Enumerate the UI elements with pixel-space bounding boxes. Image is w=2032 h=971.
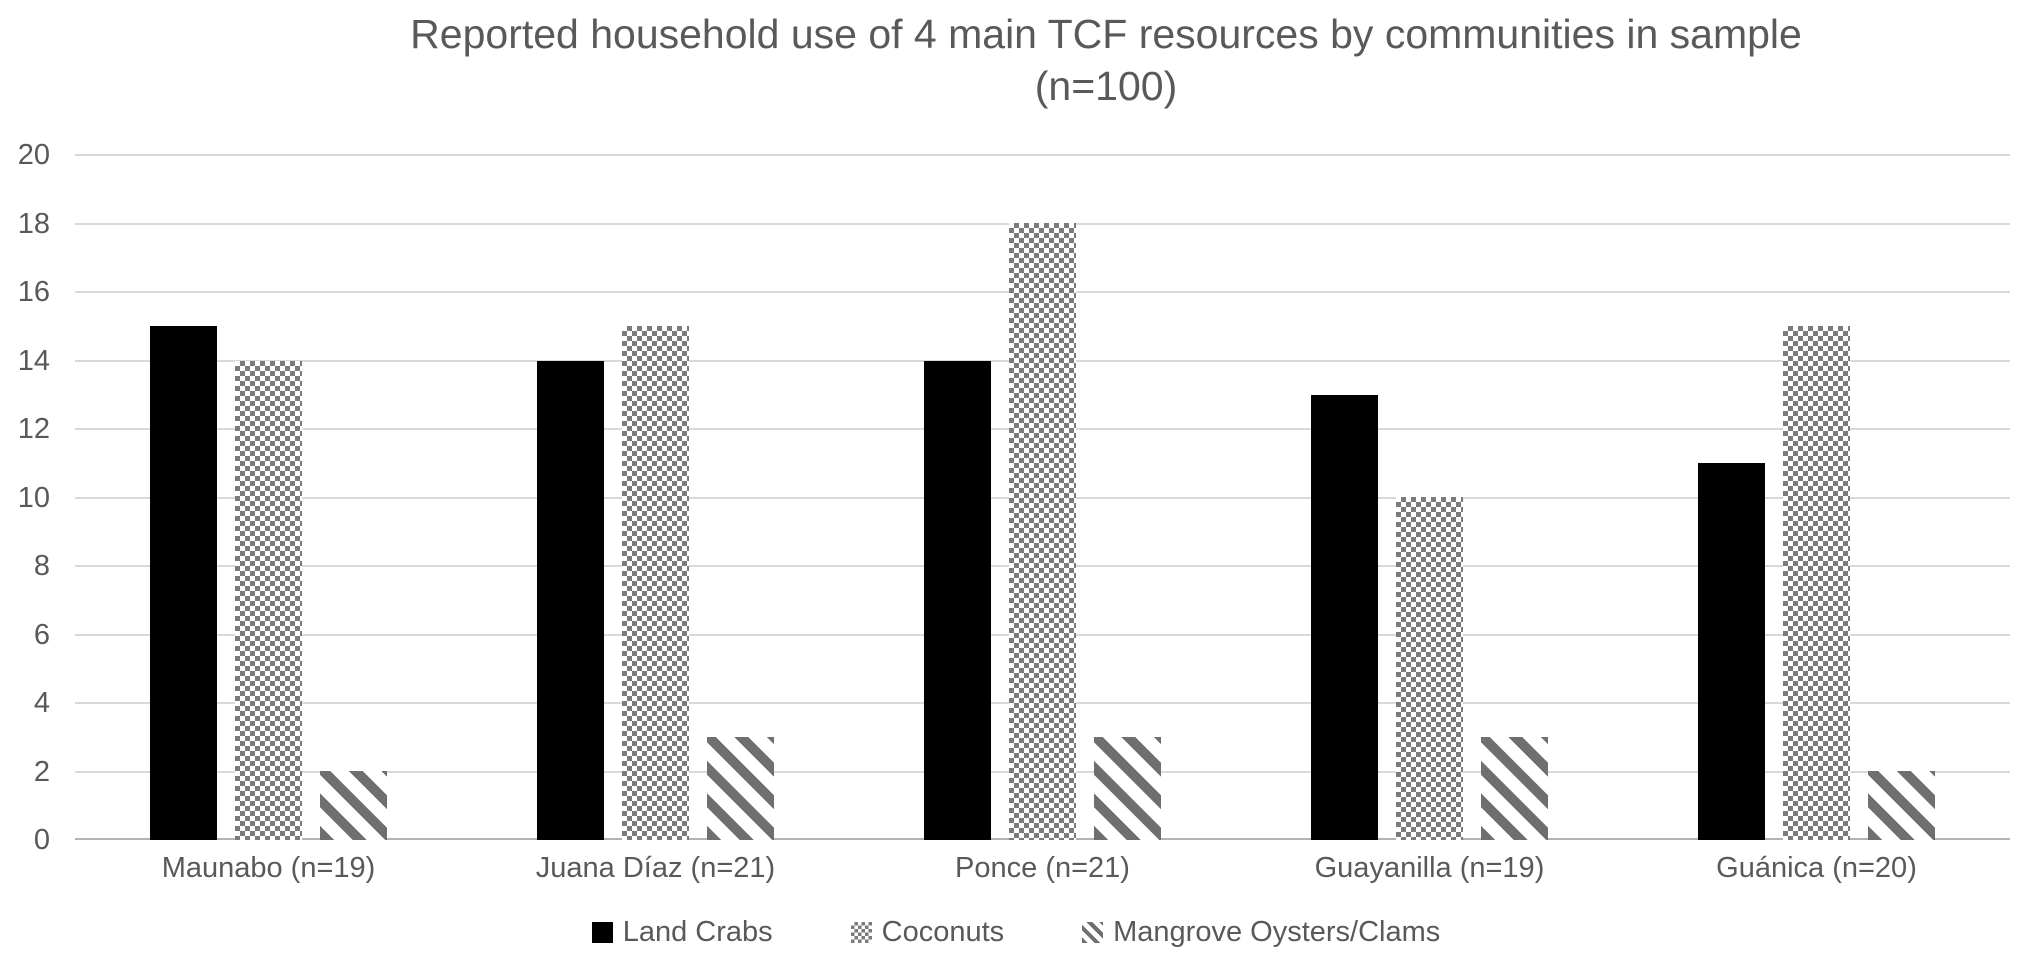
bar-coconuts-guayanilla-n-19 xyxy=(1396,497,1463,840)
plot-area xyxy=(75,154,2010,840)
bar-group-ponce-n-21 xyxy=(849,155,1236,840)
bar-groups xyxy=(75,155,2010,840)
chart-title-line2: (n=100) xyxy=(1034,63,1178,110)
legend-item-land-crabs: Land Crabs xyxy=(591,916,773,949)
y-tick-label-18: 18 xyxy=(17,207,50,240)
legend-swatch-coconuts-icon xyxy=(850,922,872,943)
legend-item-coconuts: Coconuts xyxy=(850,916,1005,949)
legend-label-land-crabs: Land Crabs xyxy=(622,916,773,948)
y-tick-label-16: 16 xyxy=(17,276,50,308)
bar-group-juana-d-az-n-21 xyxy=(462,155,849,840)
bar-mangrove-oysters-clams-maunabo-n-19 xyxy=(320,771,387,840)
y-tick-label-12: 12 xyxy=(17,413,50,445)
bar-group-maunabo-n-19 xyxy=(75,155,462,840)
y-tick-label-6: 6 xyxy=(33,618,50,651)
x-category-label-maunabo-n-19: Maunabo (n=19) xyxy=(161,852,376,884)
chart-title: Reported household use of 4 main TCF res… xyxy=(0,8,2032,113)
y-tick-label-10: 10 xyxy=(17,481,50,514)
bar-land-crabs-guayanilla-n-19 xyxy=(1311,395,1378,840)
bar-coconuts-maunabo-n-19 xyxy=(235,361,302,840)
y-axis-tick-labels: 0 2 4 6 8 10 12 14 16 18 20 xyxy=(0,139,50,856)
bar-mangrove-oysters-clams-guayanilla-n-19 xyxy=(1481,737,1548,840)
bar-mangrove-oysters-clams-gu-nica-n-20 xyxy=(1868,771,1935,840)
legend-swatch-land-crabs-icon xyxy=(591,922,613,943)
legend: Land Crabs Coconuts Mangrove Oysters/Clams xyxy=(0,916,2032,949)
y-tick-label-4: 4 xyxy=(33,687,50,719)
bar-coconuts-gu-nica-n-20 xyxy=(1783,326,1850,840)
bar-land-crabs-maunabo-n-19 xyxy=(150,326,217,840)
x-category-label-gu-nica-n-20: Guánica (n=20) xyxy=(1716,852,1917,884)
legend-label-mangrove-oysters-clams: Mangrove Oysters/Clams xyxy=(1113,916,1441,948)
x-axis-category-labels: Maunabo (n=19) Juana Díaz (n=21) Ponce (n=… xyxy=(75,852,2010,885)
y-tick-label-2: 2 xyxy=(33,755,50,788)
y-tick-label-14: 14 xyxy=(17,344,50,377)
y-tick-label-8: 8 xyxy=(33,550,50,582)
x-category-label-ponce-n-21: Ponce (n=21) xyxy=(955,852,1130,884)
bar-coconuts-juana-d-az-n-21 xyxy=(622,326,689,840)
bar-group-guayanilla-n-19 xyxy=(1236,155,1623,840)
bar-mangrove-oysters-clams-ponce-n-21 xyxy=(1094,737,1161,840)
bar-land-crabs-juana-d-az-n-21 xyxy=(537,361,604,840)
bar-coconuts-ponce-n-21 xyxy=(1009,223,1076,840)
x-category-label-juana-d-az-n-21: Juana Díaz (n=21) xyxy=(535,852,776,884)
bar-group-gu-nica-n-20 xyxy=(1623,155,2010,840)
y-tick-label-20: 20 xyxy=(17,139,50,171)
x-category-label-guayanilla-n-19: Guayanilla (n=19) xyxy=(1314,852,1545,884)
bar-land-crabs-gu-nica-n-20 xyxy=(1698,463,1765,840)
legend-label-coconuts: Coconuts xyxy=(881,916,1005,948)
legend-item-mangrove-oysters-clams: Mangrove Oysters/Clams xyxy=(1082,916,1440,949)
y-tick-label-0: 0 xyxy=(33,824,50,856)
chart-title-line1: Reported household use of 4 main TCF res… xyxy=(410,11,1802,57)
legend-swatch-mangrove-oysters-clams-icon xyxy=(1082,922,1104,943)
bar-land-crabs-ponce-n-21 xyxy=(924,361,991,840)
bar-mangrove-oysters-clams-juana-d-az-n-21 xyxy=(707,737,774,840)
gridline-20 xyxy=(75,154,2010,156)
